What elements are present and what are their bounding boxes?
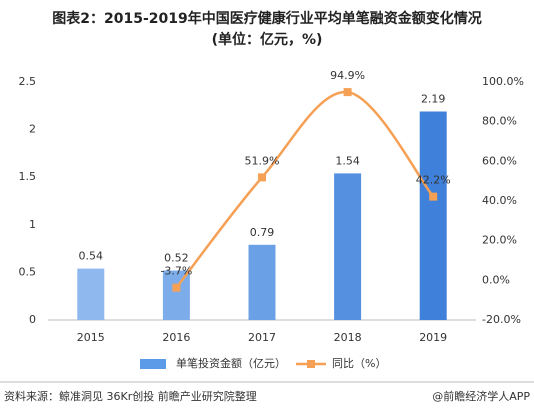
- y2-tick-label: 40.0%: [482, 194, 517, 207]
- y2-tick-label: 0.0%: [482, 273, 510, 286]
- y-tick-label: 2.5: [19, 75, 37, 88]
- bar-value-label: 0.54: [79, 250, 104, 263]
- line: [175, 90, 435, 289]
- line-value-label: 42.2%: [416, 174, 451, 187]
- y2-tick-label: 60.0%: [482, 154, 517, 167]
- bar-value-label: 0.52: [164, 251, 189, 264]
- x-tick-label: 2018: [334, 331, 362, 344]
- line-marker: [343, 88, 352, 97]
- chart-subtitle: (单位：亿元，%): [212, 31, 323, 48]
- bar-value-label: 1.54: [335, 154, 360, 167]
- bar: [334, 173, 362, 320]
- y-tick-label: 2: [29, 123, 36, 136]
- footer: @前瞻经济学人APP: [432, 389, 530, 403]
- chart-title: 图表2：2015-2019年中国医疗健康行业平均单笔融资金额变化情况: [52, 10, 481, 27]
- line-value-label: 94.9%: [330, 69, 365, 82]
- y-tick-label: 0: [29, 313, 36, 326]
- y-tick-label: 1.5: [19, 170, 37, 183]
- bar-value-label: 0.79: [250, 226, 275, 239]
- line-marker: [258, 173, 266, 182]
- x-tick-label: 2019: [419, 331, 447, 344]
- y2-tick-label: -20.0%: [482, 313, 521, 326]
- line-value-label: -3.7%: [160, 265, 192, 278]
- legend-label: 单笔投资金额（亿元）: [176, 356, 286, 370]
- bar: [162, 270, 190, 320]
- x-tick-label: 2017: [248, 331, 276, 344]
- x-tick-label: 2015: [77, 331, 105, 344]
- x-tick-label: 2016: [162, 331, 190, 344]
- bar: [419, 111, 447, 321]
- legend-swatch: [140, 359, 166, 369]
- line-marker: [429, 192, 438, 201]
- y-tick-label: 0.5: [19, 265, 37, 278]
- bar-value-label: 2.19: [421, 93, 446, 106]
- line-value-label: 51.9%: [245, 154, 280, 167]
- y2-tick-label: 100.0%: [482, 75, 524, 88]
- bar: [248, 244, 276, 320]
- y2-tick-label: 20.0%: [482, 234, 517, 247]
- source: 资料来源：鲸准洞见 36Kr创投 前瞻产业研究院整理: [4, 389, 257, 403]
- line-marker: [172, 283, 181, 292]
- legend-swatch-marker: [307, 360, 315, 368]
- y-tick-label: 1: [29, 218, 36, 231]
- legend-label: 同比（%）: [332, 357, 386, 370]
- y2-tick-label: 80.0%: [482, 115, 517, 128]
- bar: [77, 268, 105, 320]
